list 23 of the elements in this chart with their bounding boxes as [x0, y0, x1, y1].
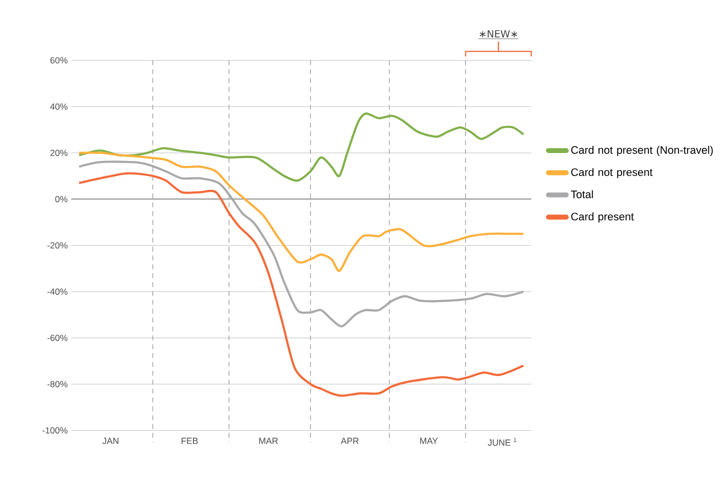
line-series — [78, 112, 525, 182]
y-tick-label: -20% — [47, 242, 68, 249]
y-tick-label: -100% — [42, 427, 68, 434]
y-tick-label: 0% — [55, 196, 68, 202]
x-tick-label: JAN — [102, 438, 118, 444]
y-tick-label: 40% — [50, 104, 68, 110]
x-tick-label: MAY — [420, 438, 438, 444]
legend-label: Card present — [571, 212, 634, 223]
x-tick-label: JUNE $^{1}$ — [488, 438, 516, 446]
text: ∗NEW∗ — [480, 30, 518, 38]
y-tick-label: 60% — [50, 57, 68, 64]
x-tick-label: APR — [340, 438, 359, 444]
line-series — [78, 152, 525, 272]
line-series — [78, 172, 525, 397]
y-tick-label: -60% — [47, 334, 68, 342]
x-tick-label: MAR — [259, 438, 278, 444]
legend-label: Total — [570, 190, 593, 198]
y-tick-label: 20% — [50, 150, 68, 156]
y-tick-label: -80% — [47, 381, 68, 388]
legend-label: Card not present — [571, 168, 653, 178]
legend-label: Card not present (Non-travel) — [571, 146, 713, 156]
x-tick-label: FEB — [182, 438, 198, 444]
y-tick-label: -40% — [47, 288, 68, 295]
